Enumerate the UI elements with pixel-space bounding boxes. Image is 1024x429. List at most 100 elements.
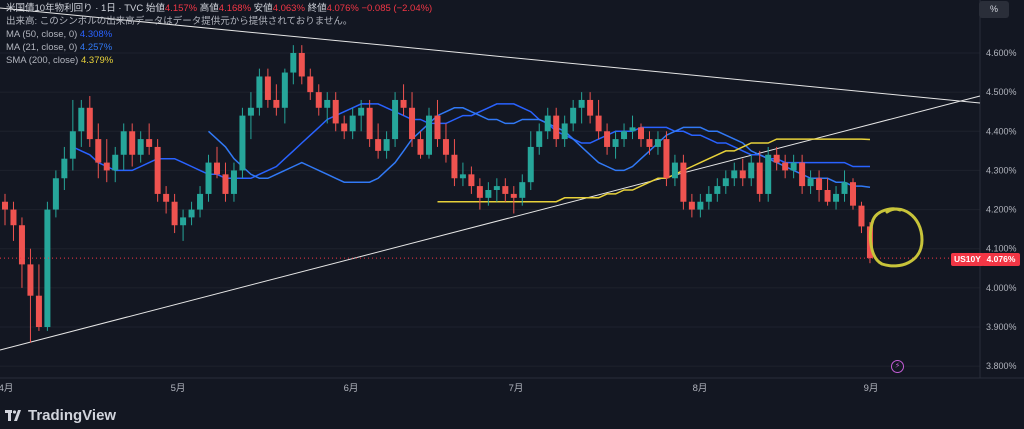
candle-body xyxy=(519,182,526,198)
lightning-icon[interactable]: ⚡ xyxy=(891,360,904,373)
candle-body xyxy=(654,139,661,147)
candle-body xyxy=(561,123,568,140)
candle-body xyxy=(366,107,373,140)
candle-body xyxy=(392,99,399,140)
candle-body xyxy=(731,170,738,179)
symbol-line: 米国債10年物利回り · 1日 · TVC 始値4.157% 高値4.168% … xyxy=(6,2,432,15)
candle-body xyxy=(756,162,763,194)
candlestick-series xyxy=(0,45,980,343)
candle-body xyxy=(671,162,678,179)
candle-body xyxy=(807,178,814,187)
time-tick-label: 5月 xyxy=(171,383,186,394)
indicator-sma200[interactable]: SMA (200, close) 4.379% xyxy=(6,55,114,66)
candle-body xyxy=(349,115,356,132)
candle-body xyxy=(197,193,204,210)
price-tick-label: 3.900% xyxy=(986,322,1017,332)
candle-body xyxy=(688,201,695,210)
candle-body xyxy=(773,154,780,163)
time-tick-label: 9月 xyxy=(864,383,879,394)
price-tick-label: 4.000% xyxy=(986,283,1017,293)
candle-body xyxy=(850,182,856,206)
candle-body xyxy=(95,139,102,163)
last-price-label: 4.076% xyxy=(982,253,1020,266)
candle-body xyxy=(86,107,93,140)
candle-body xyxy=(315,92,322,108)
candle-body xyxy=(510,193,517,198)
price-tick-label: 4.300% xyxy=(986,165,1017,175)
candle-body xyxy=(290,52,297,73)
highlight-circle xyxy=(868,207,924,268)
candle-body xyxy=(841,182,848,194)
grid-lines xyxy=(0,0,1024,379)
chart-legend: 米国債10年物利回り · 1日 · TVC 始値4.157% 高値4.168% … xyxy=(6,2,432,67)
candle-body xyxy=(790,162,797,171)
time-axis: 4月 5月 6月 7月 8月 9月 xyxy=(0,383,878,394)
candle-body xyxy=(824,190,831,202)
candle-body xyxy=(35,295,42,328)
candle-body xyxy=(816,178,823,190)
candle-body xyxy=(426,115,432,155)
candle-body xyxy=(714,186,721,194)
candle-body xyxy=(739,170,746,179)
price-tick-label: 4.100% xyxy=(986,244,1017,254)
time-tick-label: 6月 xyxy=(344,383,359,394)
candle-body xyxy=(120,131,127,155)
time-tick-label: 4月 xyxy=(0,383,13,394)
candle-body xyxy=(587,99,594,116)
candle-body xyxy=(2,201,8,210)
price-tick-label: 3.800% xyxy=(986,361,1017,371)
candle-body xyxy=(222,174,229,194)
candle-body xyxy=(273,99,280,108)
symbol-title: 米国債10年物利回り · 1日 · TVC xyxy=(6,3,144,14)
candle-body xyxy=(52,178,59,210)
candle-body xyxy=(459,174,466,179)
candle-body xyxy=(748,162,755,179)
candle-body xyxy=(409,107,416,140)
candle-body xyxy=(570,107,577,124)
price-tick-label: 4.500% xyxy=(986,87,1017,97)
candle-body xyxy=(230,170,237,194)
candle-body xyxy=(188,209,195,218)
ohlc-open: 始値4.157% xyxy=(145,3,198,14)
candle-body xyxy=(27,264,34,296)
indicator-ma50[interactable]: MA (50, close, 0) 4.308% xyxy=(6,29,113,40)
candle-body xyxy=(638,127,644,140)
candle-body xyxy=(604,131,611,147)
candle-body xyxy=(171,201,178,226)
candle-body xyxy=(646,139,653,147)
candle-body xyxy=(112,154,119,171)
candle-body xyxy=(621,131,628,140)
candle-body xyxy=(205,162,212,194)
tradingview-logo-icon xyxy=(5,410,21,421)
candle-body xyxy=(163,193,170,202)
candle-body xyxy=(765,154,772,194)
candle-body xyxy=(137,139,144,155)
candle-body xyxy=(358,107,365,116)
brand-name[interactable]: TradingView xyxy=(28,407,117,424)
candle-body xyxy=(502,186,509,194)
candle-body xyxy=(434,115,441,140)
candle-body xyxy=(256,76,263,108)
candle-body xyxy=(493,186,500,190)
candle-body xyxy=(442,139,449,155)
candle-body xyxy=(239,115,246,171)
candle-body xyxy=(476,186,483,198)
candle-body xyxy=(578,99,585,108)
price-tick-label: 4.600% xyxy=(986,48,1017,58)
candle-body xyxy=(799,162,806,187)
candle-body xyxy=(553,115,560,140)
candle-body xyxy=(383,139,390,151)
candle-body xyxy=(69,131,76,159)
time-tick-label: 7月 xyxy=(509,383,524,394)
trendline-rising xyxy=(0,95,981,351)
percent-scale-button[interactable]: % xyxy=(979,1,1009,18)
candle-body xyxy=(536,131,543,147)
indicator-ma21[interactable]: MA (21, close, 0) 4.257% xyxy=(6,42,113,53)
trendline-falling xyxy=(0,7,981,104)
candle-body xyxy=(61,158,68,179)
candle-body xyxy=(44,209,51,328)
candle-body xyxy=(324,99,331,108)
candle-body xyxy=(103,162,110,171)
candle-body xyxy=(180,217,187,226)
